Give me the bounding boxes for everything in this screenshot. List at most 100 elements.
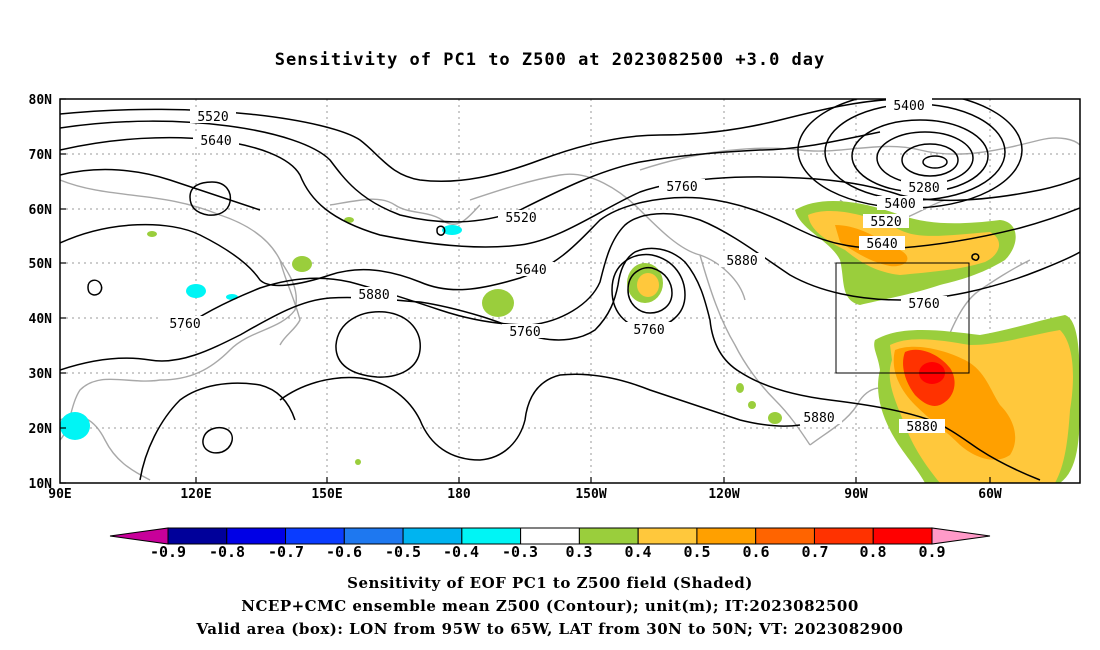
colorbar-cell xyxy=(755,527,815,545)
coast-kamchatka xyxy=(329,198,481,225)
colorbar-label: 0.5 xyxy=(683,543,710,561)
svg-text:5520: 5520 xyxy=(505,211,536,226)
contour-small-1 xyxy=(87,279,103,296)
lat-label-80n: 80N xyxy=(29,93,53,108)
contour-label-5640-a: 5640 xyxy=(193,133,239,149)
lat-label-20n: 20N xyxy=(29,422,53,437)
colorbar-cell xyxy=(226,527,287,545)
contour-label-5400-b: 5400 xyxy=(877,196,923,212)
colorbar-label: -0.3 xyxy=(502,543,538,561)
svg-text:5520: 5520 xyxy=(870,215,901,230)
colorbar-cell xyxy=(872,527,933,545)
colorbar-label: -0.9 xyxy=(150,543,186,561)
svg-text:5640: 5640 xyxy=(200,134,231,149)
colorbar-low-extend xyxy=(109,527,169,545)
svg-text:5880: 5880 xyxy=(803,411,834,426)
colorbar-high-extend xyxy=(931,527,991,545)
colorbar-label: 0.9 xyxy=(918,543,945,561)
contour-label-5640-c: 5640 xyxy=(508,262,554,278)
lat-label-10n: 10N xyxy=(29,477,53,492)
lon-label-60w: 60W xyxy=(978,487,1002,502)
contour-label-5520-c: 5520 xyxy=(498,210,544,226)
lon-label-90w: 90W xyxy=(844,487,868,502)
contour-high-3 xyxy=(202,427,233,454)
colorbar-cell xyxy=(637,527,698,545)
colorbar-cell xyxy=(402,527,463,545)
contour-label-5640-b: 5640 xyxy=(859,236,905,252)
colorbar-label: -0.4 xyxy=(443,543,479,561)
lat-label-60n: 60N xyxy=(29,203,53,218)
lon-label-120e: 120E xyxy=(180,487,211,502)
contour-label-5880-d: 5880 xyxy=(899,419,945,435)
contour-label-5760-d: 5760 xyxy=(502,324,548,340)
colorbar-label: -0.6 xyxy=(326,543,362,561)
lat-label-50n: 50N xyxy=(29,257,53,272)
lon-label-150w: 150W xyxy=(575,487,606,502)
chart-title: Sensitivity of PC1 to Z500 at 2023082500… xyxy=(274,50,826,70)
svg-text:5520: 5520 xyxy=(197,110,228,125)
svg-text:5760: 5760 xyxy=(908,297,939,312)
shade-small-green-6 xyxy=(355,459,361,465)
shade-small-green-4 xyxy=(736,383,744,393)
valid-area-box xyxy=(835,262,970,374)
lat-label-40n: 40N xyxy=(29,312,53,327)
lon-label-90e: 90E xyxy=(48,487,71,502)
lat-labels: 80N 70N 60N 50N 40N 30N 20N 10N xyxy=(29,93,53,492)
svg-text:5880: 5880 xyxy=(906,420,937,435)
lon-label-120w: 120W xyxy=(708,487,739,502)
contour-s-asia xyxy=(139,382,296,481)
colorbar-cell xyxy=(167,527,228,545)
colorbar-label: 0.4 xyxy=(624,543,651,561)
coast-japan xyxy=(279,259,301,346)
colorbar: -0.9 -0.8 -0.7 -0.6 -0.5 -0.4 -0.3 0.3 0… xyxy=(109,527,991,561)
colorbar-label: 0.3 xyxy=(565,543,592,561)
contour-label-5880-c: 5880 xyxy=(796,410,842,426)
svg-text:5640: 5640 xyxy=(866,237,897,252)
shade-small-green-1 xyxy=(147,231,157,237)
lat-label-70n: 70N xyxy=(29,148,53,163)
lon-label-150e: 150E xyxy=(311,487,342,502)
coast-canada xyxy=(639,137,1080,171)
contour-label-5880-b: 5880 xyxy=(351,287,397,303)
shade-cyan-1 xyxy=(186,284,206,298)
colorbar-label: 0.7 xyxy=(801,543,828,561)
colorbar-cell xyxy=(343,527,404,545)
shade-cyan-2 xyxy=(226,294,238,300)
contour-label-5280: 5280 xyxy=(901,180,947,196)
colorbar-cell xyxy=(696,527,757,545)
contour-subtropic xyxy=(279,373,801,461)
colorbar-label: -0.5 xyxy=(385,543,421,561)
svg-text:5880: 5880 xyxy=(726,254,757,269)
axis-ticks xyxy=(60,98,991,484)
contour-label-5760-a: 5760 xyxy=(659,179,705,195)
sensitivity-shading xyxy=(60,200,1080,483)
lat-label-30n: 30N xyxy=(29,367,53,382)
svg-text:5760: 5760 xyxy=(169,317,200,332)
colorbar-label: -0.7 xyxy=(268,543,304,561)
colorbar-cell xyxy=(578,527,639,545)
contour-label-5520-b: 5520 xyxy=(863,214,909,230)
shade-cyan-3 xyxy=(442,225,462,235)
contour-label-5760-b: 5760 xyxy=(901,296,947,312)
shade-japan-green xyxy=(292,256,312,272)
svg-text:5880: 5880 xyxy=(358,288,389,303)
colorbar-cell xyxy=(461,527,522,545)
contour-label-5520-a: 5520 xyxy=(190,109,236,125)
shade-small-green-5 xyxy=(748,401,756,409)
contour-label-5880-a: 5880 xyxy=(719,253,765,269)
svg-text:5760: 5760 xyxy=(666,180,697,195)
contour-label-5760-e: 5760 xyxy=(626,322,672,338)
shade-pac-yellow xyxy=(637,273,659,297)
colorbar-cells xyxy=(167,527,933,545)
svg-text:5760: 5760 xyxy=(509,325,540,340)
svg-text:5640: 5640 xyxy=(515,263,546,278)
svg-text:5400: 5400 xyxy=(884,197,915,212)
colorbar-label: 0.6 xyxy=(742,543,769,561)
lon-label-180: 180 xyxy=(447,487,471,502)
contour-high-2 xyxy=(189,181,232,216)
caption-line-3: Valid area (box): LON from 95W to 65W, L… xyxy=(196,620,904,638)
shade-dateline-green xyxy=(482,289,514,317)
shade-cyan-4 xyxy=(60,412,90,440)
colorbar-cell xyxy=(520,527,580,545)
